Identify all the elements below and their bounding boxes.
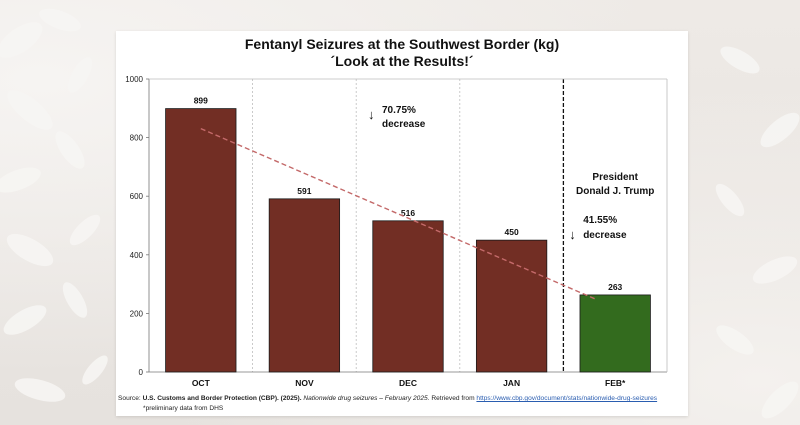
- down-arrow-icon: ↓: [368, 107, 375, 122]
- decrease-annotation-pct: 41.55%: [583, 215, 617, 226]
- source-org: U.S. Customs and Border Protection (CBP)…: [142, 395, 302, 402]
- bar-feb: [579, 294, 651, 373]
- y-tick-label: 1000: [125, 75, 143, 84]
- decrease-annotation-label: decrease: [583, 230, 627, 241]
- y-tick-label: 0: [139, 368, 144, 377]
- x-tick-label: NOV: [295, 378, 314, 388]
- bar-dec: [372, 220, 444, 373]
- y-tick-label: 600: [130, 192, 144, 201]
- decrease-annotation-label: decrease: [382, 119, 426, 130]
- source-citation: Source: U.S. Customs and Border Protecti…: [118, 395, 657, 402]
- data-label: 899: [194, 96, 208, 106]
- x-tick-label: FEB*: [605, 378, 626, 388]
- x-tick-label: JAN: [503, 378, 520, 388]
- chart-title: Fentanyl Seizures at the Southwest Borde…: [244, 36, 560, 52]
- bar-nov: [268, 198, 341, 373]
- footnote: *preliminary data from DHS: [143, 405, 224, 412]
- source-link[interactable]: https://www.cbp.gov/document/stats/natio…: [476, 395, 658, 402]
- y-tick-label: 200: [130, 309, 144, 318]
- source-work: Nationwide drug seizures – February 2025…: [303, 395, 430, 402]
- x-tick-label: DEC: [399, 378, 417, 388]
- data-label: 591: [297, 186, 311, 196]
- y-tick-label: 400: [130, 251, 144, 260]
- president-label-line2: Donald J. Trump: [576, 186, 654, 197]
- bar-chart: 0 200 400 600 800 1000 899 OCT 591 NOV 516 DEC 450 JA…: [125, 75, 668, 388]
- chart-subtitle: ´Look at the Results!´: [330, 53, 474, 69]
- bar-oct: [165, 108, 237, 373]
- x-tick-label: OCT: [192, 378, 211, 388]
- source-prefix: Source:: [118, 395, 143, 402]
- chart-card: Fentanyl Seizures at the Southwest Borde…: [116, 31, 688, 416]
- y-tick-label: 800: [130, 134, 144, 143]
- data-label: 450: [505, 227, 519, 237]
- president-label-line1: President: [592, 172, 638, 183]
- data-label: 263: [608, 282, 622, 292]
- source-retrieved: Retrieved from: [429, 395, 477, 402]
- bar-jan: [475, 239, 548, 373]
- down-arrow-icon: ↓: [569, 227, 576, 242]
- data-label: 516: [401, 208, 415, 218]
- decrease-annotation-pct: 70.75%: [382, 105, 416, 116]
